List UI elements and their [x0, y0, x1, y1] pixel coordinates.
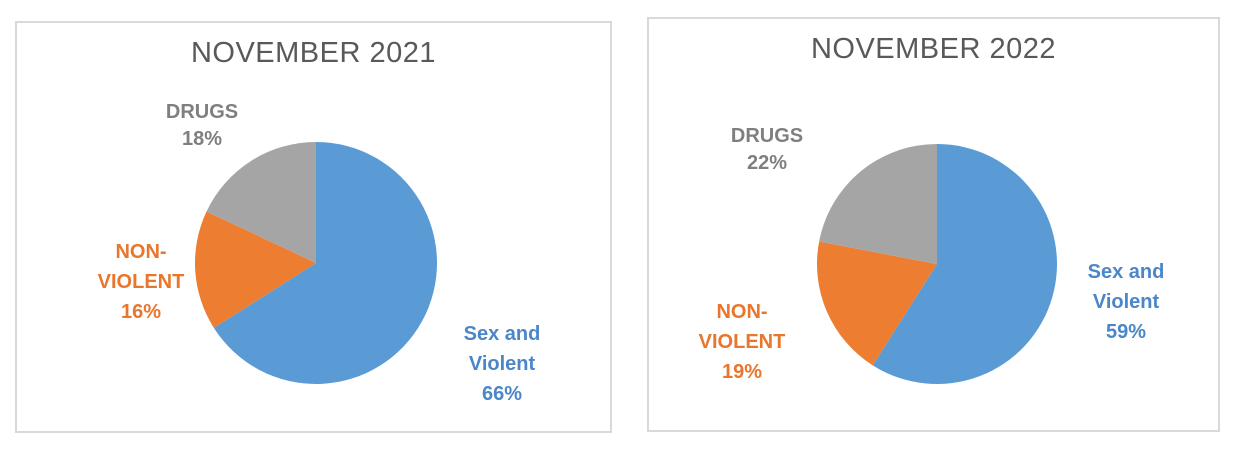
data-label-non-violent-2021: NON- VIOLENT 16% — [97, 241, 185, 323]
chart-title-2021: NOVEMBER 2021 — [190, 37, 437, 69]
data-label-drugs-2022: DRUGS 22% — [730, 125, 804, 174]
pie-slice-non-violent — [817, 241, 937, 366]
data-label-drugs-2021: DRUGS 18% — [165, 101, 239, 150]
pie-slice-sex-and-violent — [872, 144, 1057, 384]
data-label-non-violent-2022: NON- VIOLENT 19% — [698, 301, 786, 383]
pie-slice-drugs — [206, 142, 316, 263]
chart-title-2022: NOVEMBER 2022 — [810, 33, 1057, 65]
pie-slice-sex-and-violent — [213, 142, 437, 384]
pie-2022 — [817, 144, 1057, 384]
chart-panel-november-2022: NOVEMBER 2022 DRUGS 22% NON- VIOLENT 19%… — [647, 17, 1220, 432]
pie-slice-drugs — [819, 144, 937, 264]
chart-panel-november-2021: NOVEMBER 2021 DRUGS 18% NON- VIOLENT 16%… — [15, 21, 612, 433]
data-label-sex-and-violent-2021: Sex and Violent 66% — [463, 323, 541, 405]
pie-slice-non-violent — [195, 211, 316, 328]
data-label-sex-and-violent-2022: Sex and Violent 59% — [1087, 261, 1165, 343]
pie-2021 — [195, 142, 437, 384]
